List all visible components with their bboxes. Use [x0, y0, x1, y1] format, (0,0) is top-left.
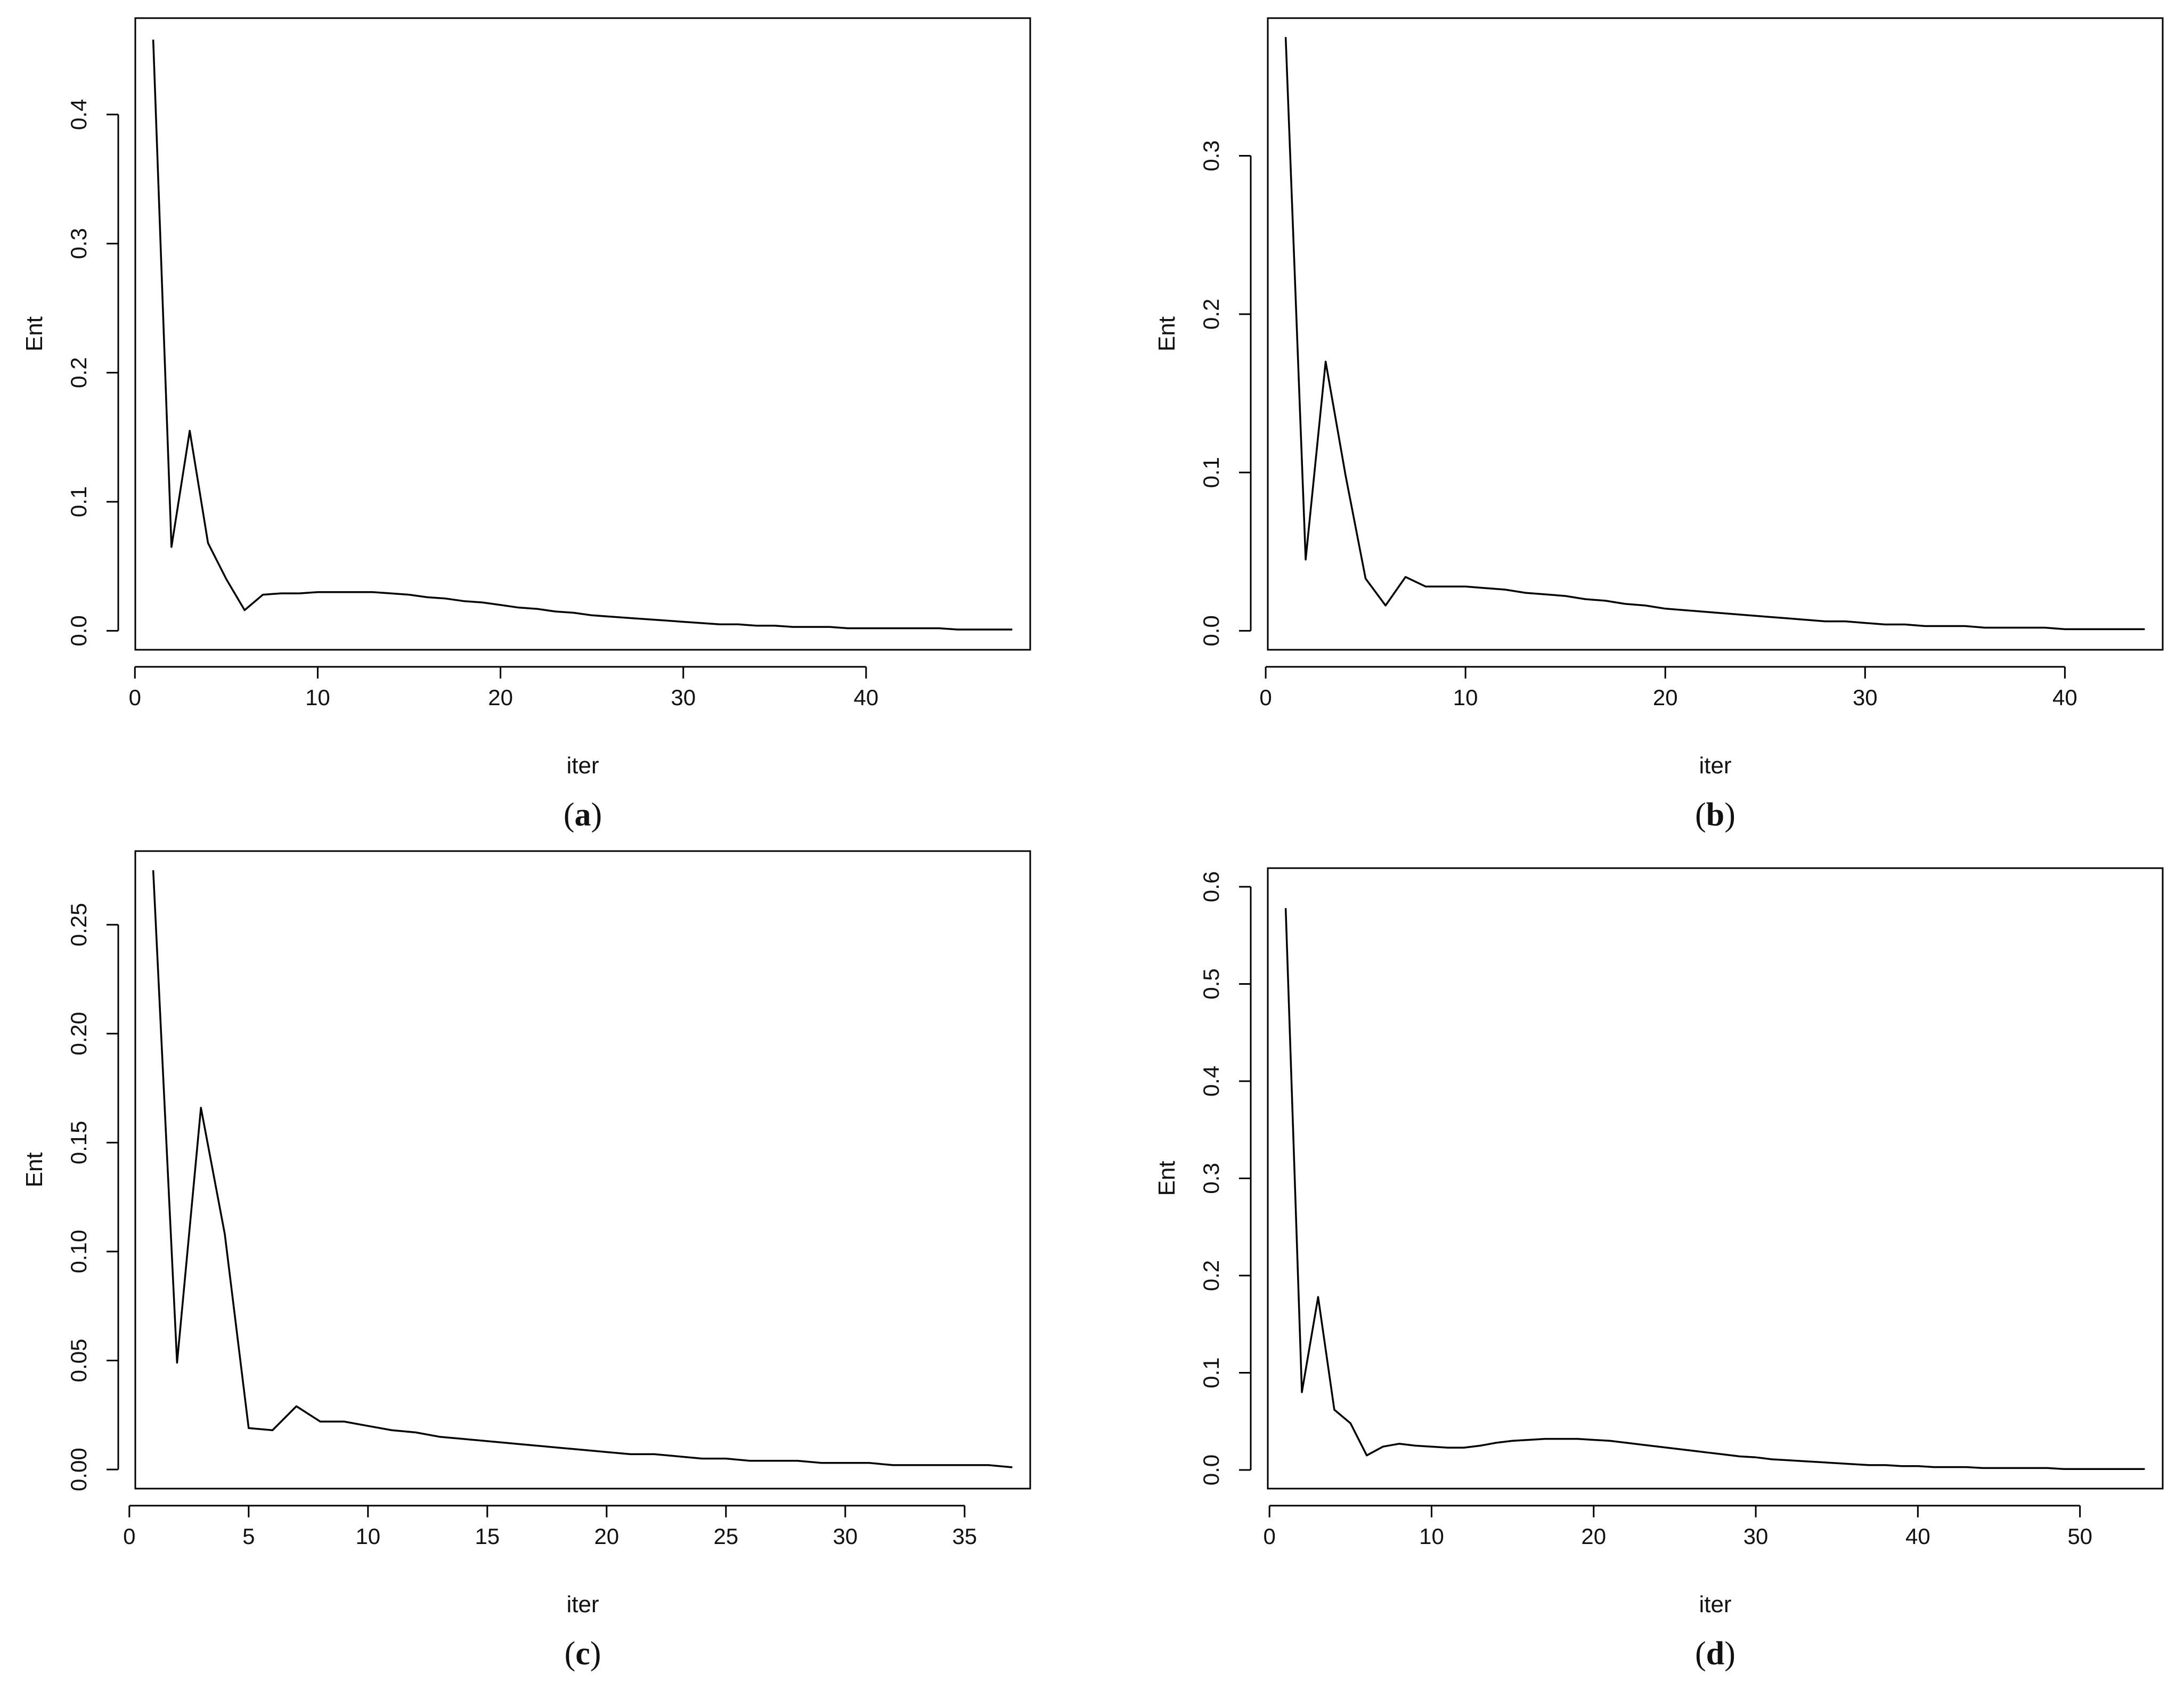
y-tick-label: 0.3: [66, 228, 91, 259]
y-tick-label: 0.15: [66, 1121, 91, 1164]
x-tick-label: 30: [1743, 1524, 1769, 1549]
x-tick-label: 10: [1453, 685, 1478, 710]
panel-caption: (d): [1695, 1636, 1735, 1672]
panel-d: 0 10 20 30 40 50 iter 0.0 0.1 0.2 0.3 0.4 0.5 0.6 Ent (…: [1154, 867, 2164, 1672]
x-tick-label: 25: [713, 1524, 738, 1549]
x-tick-label: 40: [1905, 1524, 1930, 1549]
x-axis-label: iter: [1699, 1591, 1731, 1617]
x-tick-label: 10: [355, 1524, 380, 1549]
y-axis-label: Ent: [21, 1152, 47, 1187]
y-tick-label: 0.3: [1199, 1163, 1224, 1194]
x-tick-label: 0: [1259, 685, 1272, 710]
y-tick-label: 0.1: [66, 486, 91, 517]
y-tick-label: 0.2: [1199, 299, 1224, 330]
x-tick-label: 10: [305, 685, 330, 710]
series-line: [152, 870, 1013, 1468]
x-tick-label: 20: [594, 1524, 619, 1549]
x-tick-label: 20: [1581, 1524, 1606, 1549]
y-axis-label: Ent: [1154, 316, 1180, 352]
y-tick-label: 0.4: [66, 99, 91, 130]
x-tick-label: 0: [123, 1524, 135, 1549]
y-tick-label: 0.1: [1199, 1357, 1224, 1388]
panel-caption: (a): [564, 797, 602, 833]
y-tick-label: 0.2: [1199, 1260, 1224, 1291]
x-tick-label: 0: [1263, 1524, 1275, 1549]
y-tick-label: 0.10: [66, 1230, 91, 1273]
y-tick-label: 0.25: [66, 903, 91, 946]
y-tick-label: 0.05: [66, 1339, 91, 1383]
y-tick-label: 0.20: [66, 1012, 91, 1056]
x-tick-label: 20: [1653, 685, 1678, 710]
y-axis-label: Ent: [1154, 1161, 1180, 1196]
y-axis-label: Ent: [21, 316, 47, 352]
x-axis-label: iter: [566, 1591, 599, 1617]
series-line: [1284, 908, 2145, 1470]
y-tick-label: 0.0: [1199, 1455, 1224, 1485]
x-tick-label: 15: [475, 1524, 500, 1549]
panel-b: 0 10 20 30 40 iter 0.0 0.1 0.2 0.3 Ent (b): [1154, 17, 2164, 833]
x-tick-label: 40: [2052, 685, 2077, 710]
x-axis-label: iter: [1699, 753, 1731, 779]
x-tick-label: 35: [952, 1524, 977, 1549]
plot-frame: [1267, 17, 2164, 651]
x-tick-label: 30: [833, 1524, 858, 1549]
x-tick-label: 20: [488, 685, 513, 710]
panel-a: 0 10 20 30 40 iter 0.0 0.1 0.2 0.3 0.4 Ent (a): [21, 17, 1031, 833]
panel-c: 0 5 10 15 20 25 30 35 iter 0.00 0.05 0.10 0.15 0.20 0.…: [21, 850, 1031, 1672]
x-tick-label: 30: [1853, 685, 1878, 710]
series-line: [1284, 37, 2145, 631]
plot-frame: [1267, 867, 2164, 1490]
y-tick-label: 0.6: [1199, 871, 1224, 902]
series-line: [152, 39, 1013, 631]
plot-frame: [134, 850, 1031, 1490]
x-tick-label: 10: [1419, 1524, 1444, 1549]
y-tick-label: 0.3: [1199, 140, 1224, 171]
panel-caption: (c): [565, 1636, 601, 1672]
x-tick-label: 40: [854, 685, 879, 710]
panel-caption: (b): [1695, 797, 1735, 833]
x-tick-label: 5: [242, 1524, 255, 1549]
plot-frame: [134, 17, 1031, 651]
y-tick-label: 0.5: [1199, 968, 1224, 999]
x-axis-label: iter: [566, 753, 599, 779]
y-tick-label: 0.1: [1199, 457, 1224, 488]
y-tick-label: 0.4: [1199, 1066, 1224, 1097]
y-tick-label: 0.0: [1199, 615, 1224, 646]
x-tick-label: 0: [129, 685, 141, 710]
x-tick-label: 50: [2067, 1524, 2092, 1549]
y-tick-label: 0.2: [66, 357, 91, 388]
y-tick-label: 0.00: [66, 1448, 91, 1491]
x-tick-label: 30: [671, 685, 696, 710]
y-tick-label: 0.0: [66, 615, 91, 646]
